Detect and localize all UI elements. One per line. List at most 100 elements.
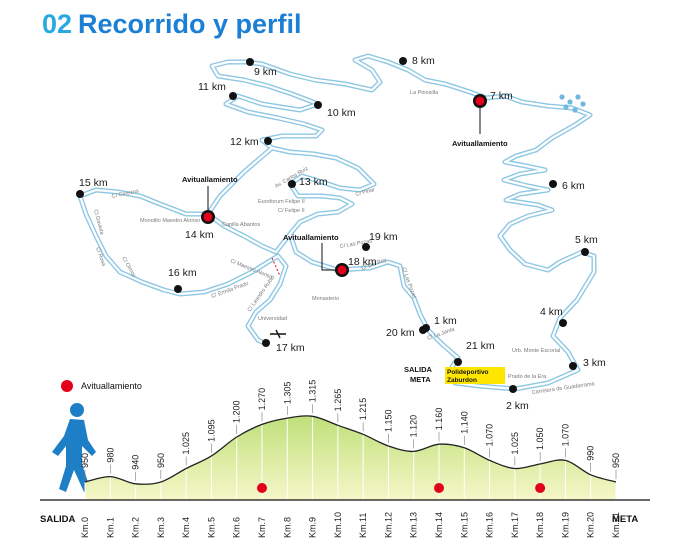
aid-label-14km: Avituallamiento bbox=[182, 175, 238, 184]
place-label: Universidad bbox=[258, 316, 287, 322]
x-tick-label: Km.14 bbox=[434, 512, 444, 538]
street-label: C/ La Jarda bbox=[427, 326, 457, 342]
x-tick-label: Km.13 bbox=[409, 512, 419, 538]
km-label-11: 11 km bbox=[198, 81, 226, 93]
x-tick-label: Km.6 bbox=[232, 517, 242, 538]
runner-icon bbox=[52, 403, 96, 492]
km-label-18: 18 km bbox=[348, 256, 377, 268]
place-label: Monasterio bbox=[312, 296, 339, 302]
profile-aid-marker bbox=[434, 483, 444, 493]
page-title: Recorrido y perfil bbox=[78, 9, 302, 39]
km-label-2: 2 km bbox=[506, 400, 529, 412]
elevation-value-label: 1.270 bbox=[257, 388, 267, 411]
route-line-inner bbox=[210, 54, 596, 391]
legend-aid-marker bbox=[61, 380, 73, 392]
km-label-7: 7 km bbox=[490, 90, 513, 102]
x-tick-label: Km.12 bbox=[383, 512, 393, 538]
x-tick-label: Km.4 bbox=[181, 517, 191, 538]
route-line-spur-inner bbox=[206, 212, 292, 254]
place-label: C/ Felipe II bbox=[278, 208, 305, 214]
km-label-21: 21 km bbox=[466, 340, 495, 352]
km-label-20: 20 km bbox=[386, 327, 415, 339]
elevation-value-label: 1.315 bbox=[308, 380, 318, 403]
venue-box bbox=[445, 367, 505, 384]
place-label: Monolito Maestro Alonso bbox=[140, 218, 200, 224]
elevation-line bbox=[84, 415, 617, 485]
legend: Avituallamiento bbox=[61, 380, 142, 392]
x-tick-label: Km.5 bbox=[206, 517, 216, 538]
path-crossing bbox=[271, 257, 281, 277]
street-label: C/ Pinar bbox=[355, 187, 376, 198]
km-label-14: 14 km bbox=[185, 229, 214, 241]
km-label-19: 19 km bbox=[369, 231, 398, 243]
venue-label-line1: Polideportivo bbox=[447, 369, 489, 376]
km-label-12: 12 km bbox=[230, 136, 259, 148]
km-label-4: 4 km bbox=[540, 306, 563, 318]
profile-start-label: SALIDA bbox=[40, 514, 76, 525]
profile-end-label: META bbox=[612, 514, 638, 525]
x-tick-label: Km.11 bbox=[358, 513, 368, 538]
elevation-area bbox=[85, 415, 616, 500]
km-label-6: 6 km bbox=[562, 180, 585, 192]
elevation-value-label: 1.150 bbox=[383, 409, 393, 432]
airplane-icon bbox=[270, 329, 286, 339]
km-label-17: 17 km bbox=[276, 342, 305, 354]
km-label-5: 5 km bbox=[575, 234, 598, 246]
elevation-value-label: 940 bbox=[131, 455, 141, 470]
elevation-value-label: 1.070 bbox=[560, 424, 570, 447]
aid-label-7km: Avituallamiento bbox=[452, 139, 508, 148]
profile-aid-marker bbox=[257, 483, 267, 493]
x-tick-label: Km.7 bbox=[257, 517, 267, 538]
elevation-value-label: 950 bbox=[611, 453, 621, 468]
x-tick-label: Km.18 bbox=[535, 512, 545, 538]
finish-label: META bbox=[410, 375, 431, 384]
x-tick-label: Km.2 bbox=[131, 517, 141, 538]
km-label-16: 16 km bbox=[168, 267, 197, 279]
elevation-value-label: 1.120 bbox=[409, 415, 419, 438]
street-label: Prado de la Era bbox=[508, 374, 547, 380]
elevation-value-label: 1.025 bbox=[510, 432, 520, 455]
elevation-value-label: 1.200 bbox=[232, 400, 242, 423]
elevation-value-label: 980 bbox=[105, 448, 115, 463]
elevation-value-label: 1.070 bbox=[485, 424, 495, 447]
aid-label-18km: Avituallamiento bbox=[283, 233, 339, 242]
km-markers: 1 km 2 km 3 km 4 km 5 km 6 km 7 km 8 km … bbox=[76, 55, 606, 412]
elevation-value-label: 950 bbox=[80, 453, 90, 468]
x-tick-label: Km.17 bbox=[510, 512, 520, 538]
section-number: 02 bbox=[42, 9, 72, 39]
venue-label-line2: Zaburdon bbox=[447, 377, 477, 384]
x-tick-label: Km.10 bbox=[333, 512, 343, 538]
km-label-9: 9 km bbox=[254, 66, 277, 78]
km-label-13: 13 km bbox=[299, 176, 328, 188]
x-tick-label: Km.9 bbox=[308, 517, 318, 538]
elevation-value-label: 1.050 bbox=[535, 427, 545, 450]
street-label: C/ Cerezos bbox=[111, 188, 139, 200]
km-label-3: 3 km bbox=[583, 357, 606, 369]
elevation-value-label: 1.025 bbox=[181, 432, 191, 455]
elevation-value-label: 1.215 bbox=[358, 398, 368, 421]
profile-aid-marker bbox=[535, 483, 546, 493]
place-label: Capilla Abantos bbox=[222, 222, 260, 228]
elevation-value-label: 1.140 bbox=[459, 411, 469, 434]
km-label-8: 8 km bbox=[412, 55, 435, 67]
km-label-15: 15 km bbox=[79, 177, 108, 189]
elevation-profile: 950 980 940 950 1.025 1.095 1.200 1.270 1.305 1.3… bbox=[40, 380, 650, 538]
elevation-value-label: 990 bbox=[586, 446, 596, 461]
x-tick-label: Km.19 bbox=[560, 512, 570, 538]
x-tick-label: Km.21 bbox=[611, 512, 621, 538]
water-dots bbox=[559, 94, 586, 113]
route-line-spur bbox=[205, 211, 293, 255]
x-tick-label: Km.16 bbox=[485, 512, 495, 538]
start-label: SALIDA bbox=[404, 365, 433, 374]
map-aid-stations bbox=[201, 94, 487, 277]
elevation-value-label: 1.095 bbox=[206, 419, 216, 442]
place-label: Urb. Monte Escorial bbox=[512, 348, 560, 354]
elevation-value-label: 950 bbox=[156, 453, 166, 468]
km-label-10: 10 km bbox=[327, 107, 356, 119]
x-tick-label: Km.15 bbox=[459, 512, 469, 538]
street-label: La Pinosilla bbox=[410, 90, 439, 96]
elevation-value-label: 1.160 bbox=[434, 408, 444, 431]
street-label: C/ Las Pozas bbox=[339, 238, 373, 250]
